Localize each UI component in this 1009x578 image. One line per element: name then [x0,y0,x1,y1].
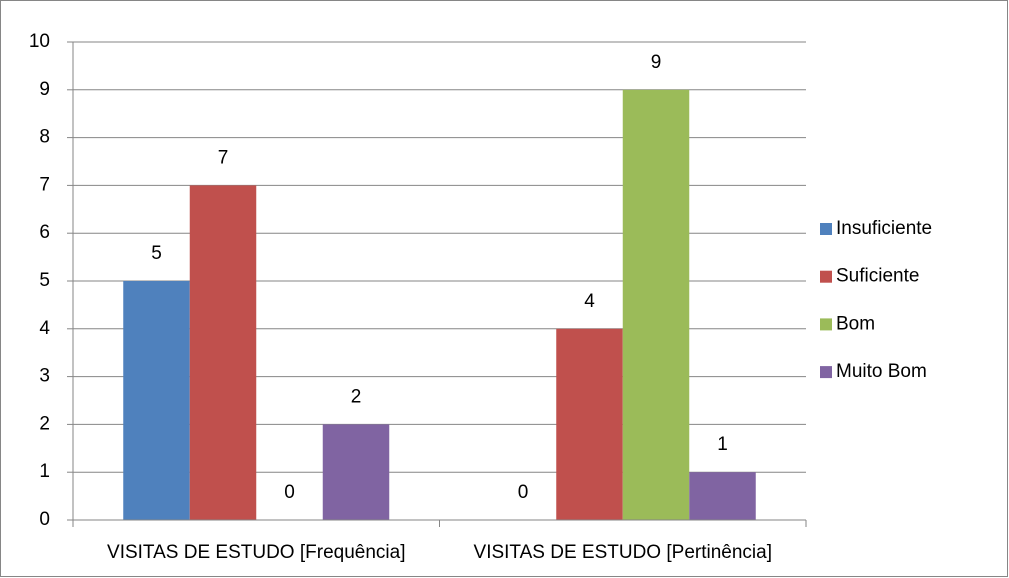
y-tick-label: 4 [39,318,50,339]
legend-swatch [820,366,832,379]
x-tick-label: VISITAS DE ESTUDO [Pertinência] [474,542,772,563]
data-label: 7 [218,147,229,168]
bar [189,185,257,520]
y-tick-label: 10 [29,31,50,52]
data-label: 0 [518,482,529,503]
y-tick-label: 5 [39,270,50,291]
legend-label: Suficiente [836,266,919,287]
bar [622,89,690,521]
data-label: 4 [584,291,595,312]
legend-swatch [820,318,832,331]
y-tick-label: 6 [39,222,50,243]
bar [689,472,756,520]
y-tick-label: 0 [39,509,50,530]
data-label: 0 [284,482,295,503]
data-label: 9 [651,52,662,73]
y-tick-label: 1 [39,461,50,482]
data-label: 5 [151,243,162,264]
bar [123,281,190,520]
legend-label: Insuficiente [836,218,932,239]
y-tick-label: 7 [39,174,50,195]
legend-swatch [820,270,832,283]
legend-label: Bom [836,313,875,334]
y-tick-label: 2 [39,413,50,434]
data-label: 2 [351,386,362,407]
y-tick-label: 3 [39,366,50,387]
bar [556,328,623,520]
bar [322,424,390,520]
legend-swatch [820,223,832,235]
y-tick-label: 8 [39,127,50,148]
x-tick-label: VISITAS DE ESTUDO [Frequência] [107,542,405,563]
legend-label: Muito Bom [836,361,927,382]
y-tick-label: 9 [39,79,50,100]
data-label: 1 [717,434,728,455]
